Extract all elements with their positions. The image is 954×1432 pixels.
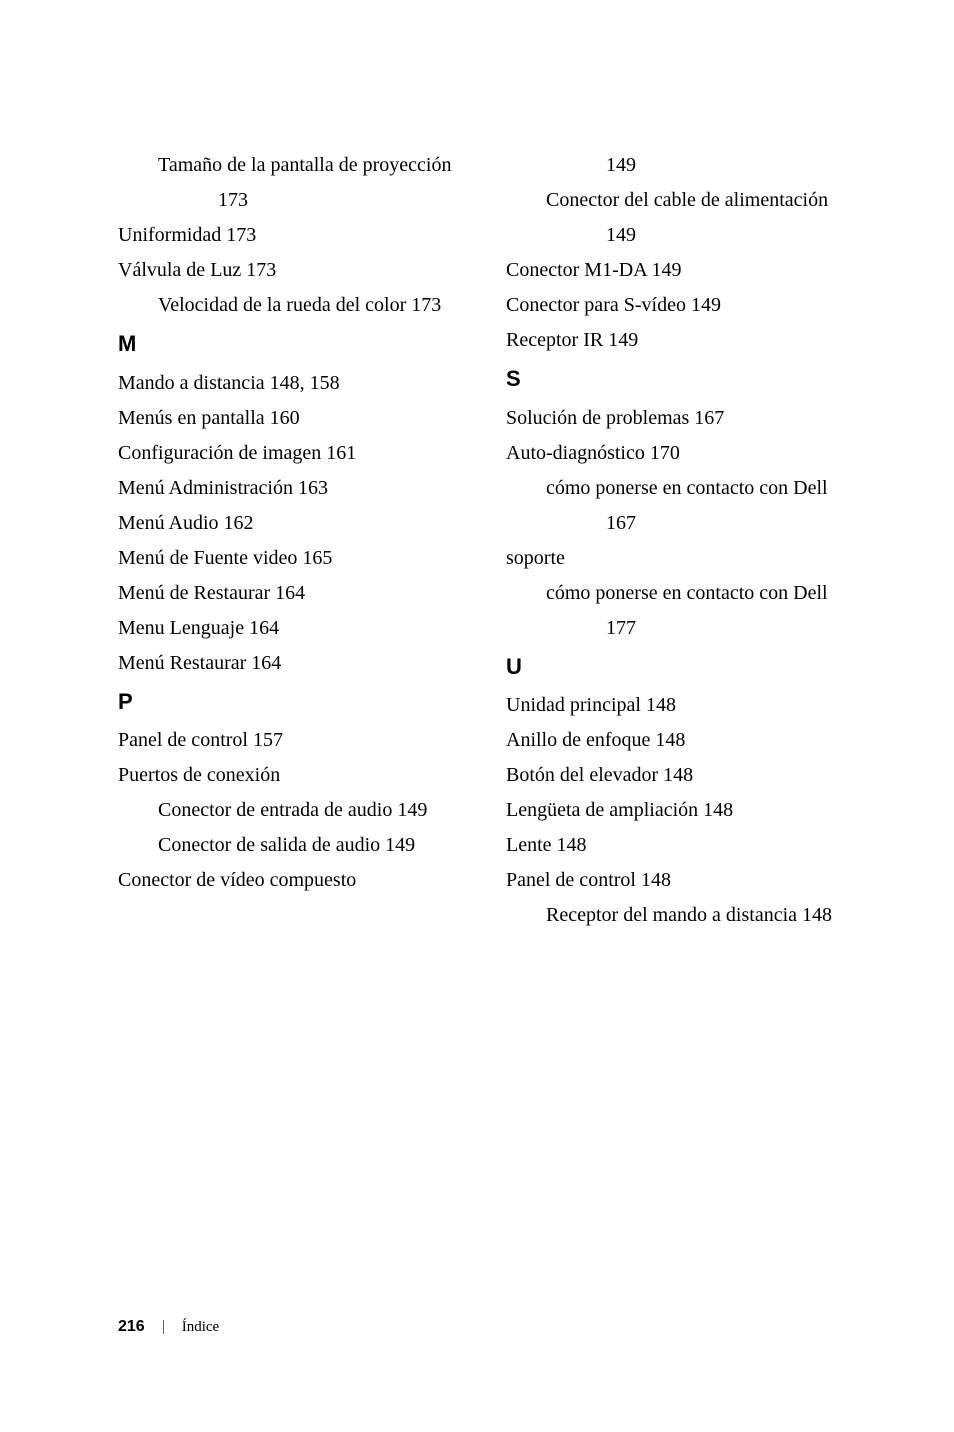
index-entry: Lengüeta de ampliación 148	[506, 793, 854, 828]
footer-label: Índice	[182, 1319, 219, 1336]
right-column: 149Conector del cable de alimentación 14…	[506, 148, 854, 933]
index-entry: Válvula de Luz 173	[118, 253, 466, 288]
continuation-block: Tamaño de la pantalla de proyección 173U…	[118, 148, 466, 323]
index-entry: Configuración de imagen 161	[118, 436, 466, 471]
index-entry: Conector M1-DA 149	[506, 253, 854, 288]
index-entry: Menú Administración 163	[118, 471, 466, 506]
index-entry: Conector para S-vídeo 149	[506, 288, 854, 323]
index-entry: Menú Restaurar 164	[118, 646, 466, 681]
index-entry: Conector de vídeo compuesto	[118, 863, 466, 898]
index-entry: Uniformidad 173	[118, 218, 466, 253]
index-entry: Conector del cable de alimentación 149	[506, 183, 854, 253]
index-entry: 149	[506, 148, 854, 183]
index-columns: Tamaño de la pantalla de proyección 173U…	[118, 148, 854, 933]
index-entry: Anillo de enfoque 148	[506, 723, 854, 758]
footer-divider	[163, 1320, 164, 1334]
index-entry: Menú de Restaurar 164	[118, 576, 466, 611]
section-letter-m: M	[118, 325, 466, 364]
section-letter-u: U	[506, 648, 854, 687]
page-number: 216	[118, 1318, 145, 1336]
section-letter-p: P	[118, 683, 466, 722]
index-entry: Menú de Fuente video 165	[118, 541, 466, 576]
index-entry: Auto-diagnóstico 170	[506, 436, 854, 471]
index-page: Tamaño de la pantalla de proyección 173U…	[0, 0, 954, 933]
index-entry: Puertos de conexión	[118, 758, 466, 793]
index-entry: Panel de control 148	[506, 863, 854, 898]
index-entry: Tamaño de la pantalla de proyección 173	[118, 148, 466, 218]
index-entry: Conector de salida de audio 149	[118, 828, 466, 863]
index-entry: Menu Lenguaje 164	[118, 611, 466, 646]
index-entry: Receptor del mando a distancia 148	[506, 898, 854, 933]
index-entry: cómo ponerse en contacto con Dell 167	[506, 471, 854, 541]
index-entry: Unidad principal 148	[506, 688, 854, 723]
index-entry: cómo ponerse en contacto con Dell 177	[506, 576, 854, 646]
index-entry: Botón del elevador 148	[506, 758, 854, 793]
index-entry: Menús en pantalla 160	[118, 401, 466, 436]
index-entry: Solución de problemas 167	[506, 401, 854, 436]
index-entry: Lente 148	[506, 828, 854, 863]
section-s-items: Solución de problemas 167Auto-diagnóstic…	[506, 401, 854, 646]
index-entry: Receptor IR 149	[506, 323, 854, 358]
index-entry: Menú Audio 162	[118, 506, 466, 541]
index-entry: soporte	[506, 541, 854, 576]
left-column: Tamaño de la pantalla de proyección 173U…	[118, 148, 466, 933]
index-entry: Conector de entrada de audio 149	[118, 793, 466, 828]
section-p-items: Panel de control 157Puertos de conexiónC…	[118, 723, 466, 898]
section-u-items: Unidad principal 148Anillo de enfoque 14…	[506, 688, 854, 933]
index-entry: Panel de control 157	[118, 723, 466, 758]
index-entry: Velocidad de la rueda del color 173	[118, 288, 466, 323]
continuation-block: 149Conector del cable de alimentación 14…	[506, 148, 854, 358]
section-m-items: Mando a distancia 148, 158Menús en panta…	[118, 366, 466, 681]
page-footer: 216 Índice	[118, 1318, 219, 1336]
section-letter-s: S	[506, 360, 854, 399]
index-entry: Mando a distancia 148, 158	[118, 366, 466, 401]
